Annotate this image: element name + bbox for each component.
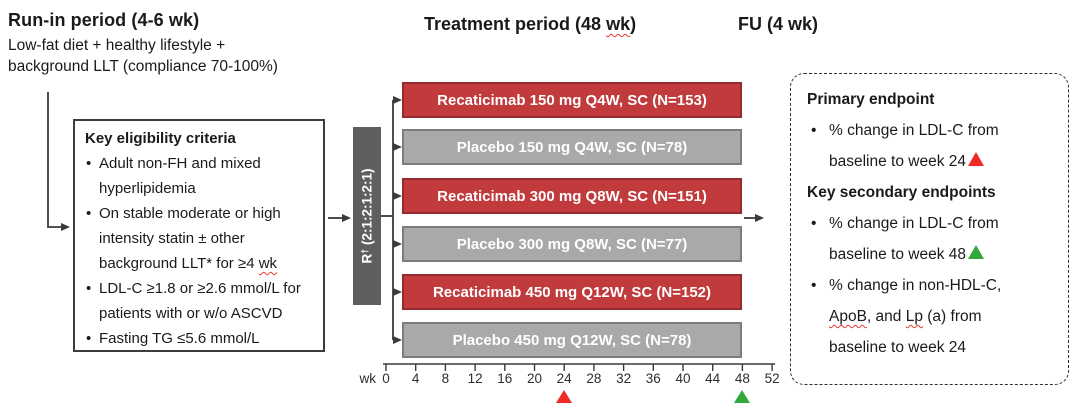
eligibility-list: Adult non-FH and mixed hyperlipidemiaOn … bbox=[85, 151, 313, 351]
eligibility-item: Adult non-FH and mixed hyperlipidemia bbox=[85, 151, 303, 201]
runin-subtitle-line2: background LLT (compliance 70-100%) bbox=[8, 58, 278, 75]
axis-tick-label: 28 bbox=[586, 371, 602, 386]
runin-subtitle-line1: Low-fat diet + healthy lifestyle + bbox=[8, 37, 226, 54]
runin-period-title: Run-in period (4-6 wk) bbox=[8, 10, 200, 30]
axis-tick-label: 8 bbox=[441, 371, 450, 386]
axis-tick-label: 4 bbox=[411, 371, 420, 386]
primary-endpoint-list: % change in LDL-C from baseline to week … bbox=[807, 115, 1054, 177]
endpoints-box: Primary endpoint % change in LDL-C from … bbox=[790, 73, 1069, 385]
axis-tick-label: 48 bbox=[734, 371, 750, 386]
endpoint-item: % change in LDL-C from baseline to week … bbox=[807, 115, 1022, 177]
treatment-period-title: Treatment period (48 wk) bbox=[424, 14, 637, 34]
week-axis bbox=[383, 363, 776, 371]
secondary-endpoints-list: % change in LDL-C from baseline to week … bbox=[807, 208, 1054, 363]
axis-tick-label: 12 bbox=[467, 371, 483, 386]
randomization-branch-arrows bbox=[392, 96, 402, 344]
runin-to-eligibility-arrow bbox=[47, 92, 70, 231]
eligibility-title: Key eligibility criteria bbox=[85, 130, 236, 147]
spellcheck-underlined-word: wk bbox=[606, 14, 631, 34]
endpoint-triangle-icon bbox=[968, 152, 985, 166]
axis-tick-label: 16 bbox=[497, 371, 513, 386]
axis-tick-label: 24 bbox=[556, 371, 572, 386]
runin-period-subtitle: Low-fat diet + healthy lifestyle + backg… bbox=[8, 35, 358, 77]
endpoint-item: % change in LDL-C from baseline to week … bbox=[807, 208, 1022, 270]
spellcheck-underlined-word: ApoB bbox=[829, 308, 867, 325]
arm-label: Placebo 300 mg Q8W, SC (N=77) bbox=[456, 235, 688, 253]
follow-up-title: FU (4 wk) bbox=[738, 14, 819, 34]
axis-tick-label: 44 bbox=[705, 371, 721, 386]
axis-tick-label: 40 bbox=[675, 371, 691, 386]
axis-unit-label: wk bbox=[359, 371, 377, 386]
eligibility-item: Fasting TG ≤5.6 mmol/L bbox=[85, 326, 303, 351]
arm-label: Placebo 150 mg Q4W, SC (N=78) bbox=[456, 138, 688, 156]
arm-label: Recaticimab 300 mg Q8W, SC (N=151) bbox=[437, 187, 707, 205]
arm-label: Recaticimab 450 mg Q12W, SC (N=152) bbox=[432, 283, 712, 301]
axis-tick-label: 52 bbox=[764, 371, 780, 386]
axis-tick-label: 20 bbox=[526, 371, 543, 386]
recaticimab-arm-bar: Recaticimab 450 mg Q12W, SC (N=152) bbox=[402, 274, 742, 310]
eligibility-item: LDL-C ≥1.8 or ≥2.6 mmol/L for patients w… bbox=[85, 276, 303, 326]
randomization-label: R† (2:1:2:1:2:1) bbox=[359, 168, 375, 264]
primary-endpoint-title: Primary endpoint bbox=[807, 91, 935, 108]
recaticimab-arm-bar: Recaticimab 300 mg Q8W, SC (N=151) bbox=[402, 178, 742, 214]
week-48-assessment-marker-icon bbox=[734, 390, 751, 403]
endpoint-item: % change in non-HDL-C, ApoB, and Lp (a) … bbox=[807, 270, 1022, 363]
dagger-footnote-mark: † bbox=[359, 248, 370, 254]
spellcheck-underlined-word: Lp bbox=[905, 308, 923, 325]
eligibility-criteria-box: Key eligibility criteria Adult non-FH an… bbox=[73, 119, 325, 352]
eligibility-item: On stable moderate or high intensity sta… bbox=[85, 201, 303, 276]
arm-label: Recaticimab 150 mg Q4W, SC (N=153) bbox=[437, 91, 707, 109]
secondary-endpoints-title: Key secondary endpoints bbox=[807, 184, 996, 201]
runin-period-block: Run-in period (4-6 wk) Low-fat diet + he… bbox=[8, 10, 358, 77]
week-24-assessment-marker-icon bbox=[556, 390, 573, 403]
recaticimab-arm-bar: Recaticimab 150 mg Q4W, SC (N=153) bbox=[402, 82, 742, 118]
placebo-arm-bar: Placebo 150 mg Q4W, SC (N=78) bbox=[402, 129, 742, 165]
randomization-bar: R† (2:1:2:1:2:1) bbox=[353, 127, 381, 305]
spellcheck-underlined-word: wk bbox=[258, 255, 278, 272]
placebo-arm-bar: Placebo 300 mg Q8W, SC (N=77) bbox=[402, 226, 742, 262]
placebo-arm-bar: Placebo 450 mg Q12W, SC (N=78) bbox=[402, 322, 742, 358]
arm-label: Placebo 450 mg Q12W, SC (N=78) bbox=[452, 331, 692, 349]
endpoint-triangle-icon bbox=[968, 245, 985, 259]
axis-tick-label: 36 bbox=[645, 371, 661, 386]
axis-tick-label: 32 bbox=[616, 371, 632, 386]
axis-tick-label: 0 bbox=[382, 371, 390, 386]
